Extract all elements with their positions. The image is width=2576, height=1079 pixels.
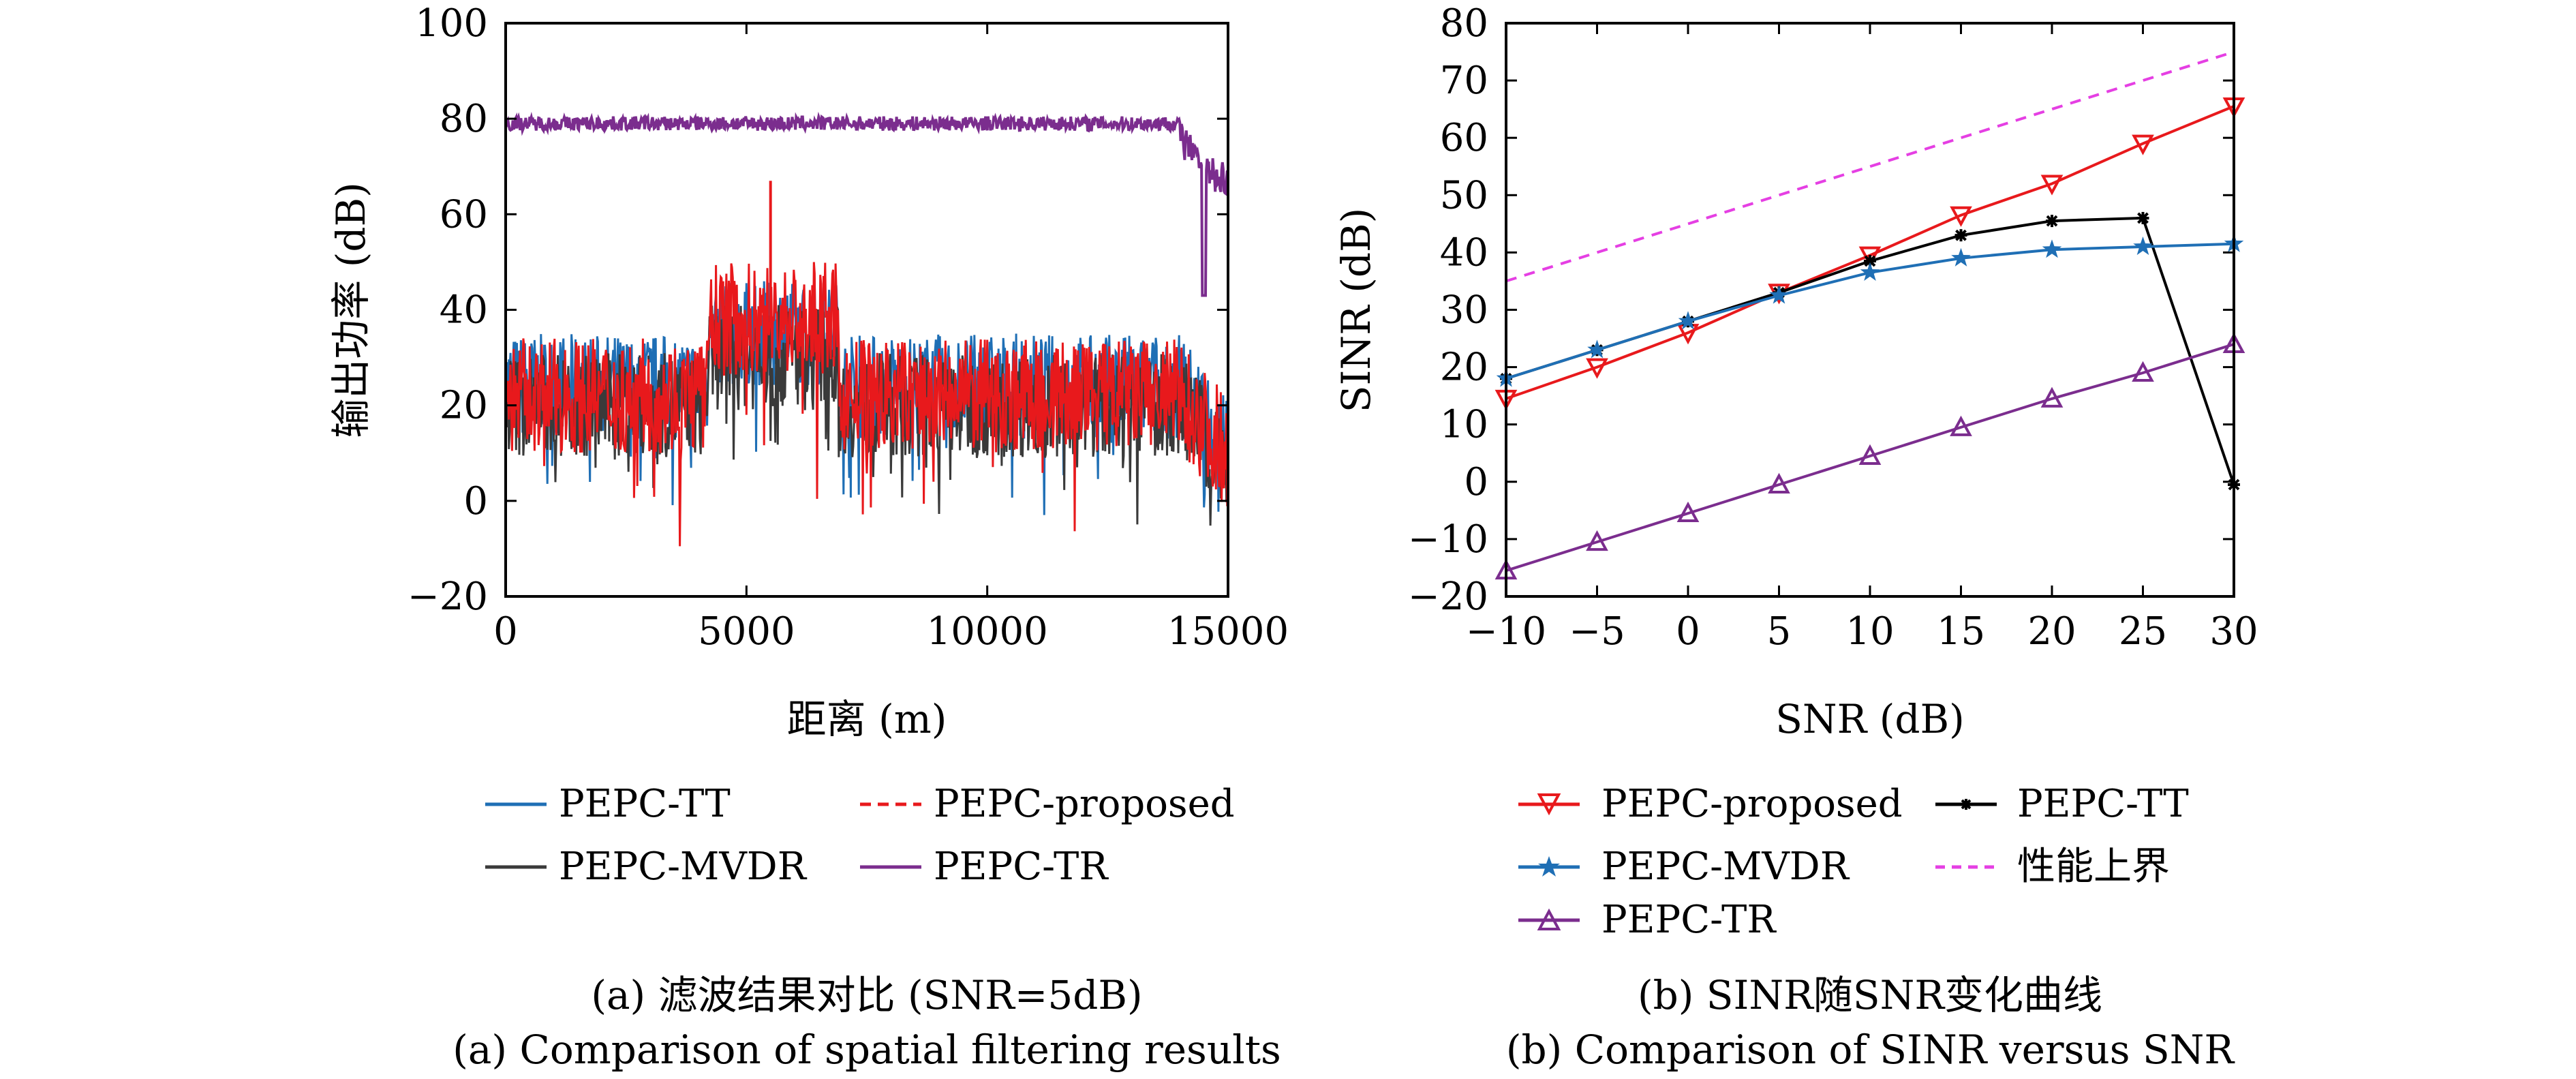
b-point-marker — [1769, 285, 1789, 304]
panel-b-xlabel: SNR (dB) — [1775, 696, 1965, 742]
b-x-tick-label: 0 — [1676, 609, 1700, 654]
legend-b-upper-bound-label: 性能上界 — [2017, 845, 2170, 889]
b-y-tick-label: 50 — [1440, 173, 1488, 217]
b-point-marker — [1951, 247, 1971, 267]
a-y-tick-label: 40 — [440, 288, 488, 333]
b-point-marker — [2042, 239, 2062, 258]
b-point-marker — [1950, 415, 1972, 436]
legend-b-pepc-proposed-marker — [1537, 793, 1561, 816]
a-y-tick-label: −20 — [408, 575, 488, 619]
b-point-marker — [2040, 386, 2064, 408]
a-y-tick-label: 100 — [415, 1, 488, 46]
b-y-tick-label: −20 — [1408, 575, 1488, 619]
panel-b-series — [1494, 50, 2245, 580]
b-y-tick-label: 10 — [1440, 403, 1488, 447]
panel-a-caption-en: (a) Comparison of spatial filtering resu… — [453, 1027, 1281, 1073]
panel-b-legend: PEPC-proposed PEPC-TT PEPC-MVDR 性能上界 PEP… — [1518, 782, 2189, 942]
a-y-tick-label: 80 — [440, 97, 488, 141]
a-y-tick-label: 20 — [440, 384, 488, 428]
b-y-tick-label: 20 — [1440, 346, 1488, 390]
panel-a-xlabel: 距离 (m) — [787, 696, 947, 742]
legend-b-pepc-mvdr-label: PEPC-MVDR — [1601, 845, 1850, 889]
b-x-tick-label: 10 — [1845, 609, 1894, 654]
b-y-tick-label: 40 — [1440, 230, 1488, 275]
legend-a-pepc-tr-label: PEPC-TR — [934, 845, 1109, 889]
b-x-tick-label: 25 — [2119, 609, 2167, 654]
b-y-tick-label: −10 — [1408, 517, 1488, 562]
b-y-tick-label: 30 — [1440, 288, 1488, 333]
legend-b-pepc-tr-label: PEPC-TR — [1601, 898, 1777, 942]
a-x-tick-label: 15000 — [1167, 609, 1289, 654]
legend-a-pepc-proposed-label: PEPC-proposed — [934, 782, 1235, 826]
panel-b-chart: −10 −5 0 5 10 15 20 25 30−20−1001020304050607080… — [1333, 1, 2258, 1073]
b-x-tick-label: 30 — [2209, 609, 2258, 654]
b-point-marker — [1954, 229, 1967, 242]
b-point-marker — [1676, 501, 1700, 523]
b-x-tick-label: 20 — [2027, 609, 2076, 654]
b-point-marker — [1768, 472, 1790, 494]
b-x-tick-label: 5 — [1767, 609, 1792, 654]
panel-a-caption-zh: (a) 滤波结果对比 (SNR=5dB) — [591, 972, 1142, 1018]
b-point-marker — [2136, 211, 2149, 224]
panel-b-caption-zh: (b) SINR随SNR变化曲线 — [1638, 972, 2102, 1018]
b-point-marker — [1950, 206, 1972, 227]
a-y-tick-label: 0 — [463, 479, 488, 523]
a-series-pepc-proposed — [504, 262, 1229, 547]
b-series-line — [1505, 343, 2235, 573]
b-point-marker — [2133, 237, 2153, 256]
b-x-tick-label: −5 — [1569, 609, 1625, 654]
b-point-marker — [1858, 444, 1882, 465]
b-y-tick-label: 80 — [1440, 1, 1488, 46]
a-series-pepc-tr — [504, 111, 1229, 297]
b-point-marker — [1864, 255, 1876, 268]
b-series-line — [1505, 105, 2235, 400]
b-y-tick-label: 70 — [1440, 59, 1488, 103]
b-point-marker — [2040, 174, 2064, 196]
legend-b-pepc-tt-marker — [1961, 799, 1972, 810]
panel-a-ylabel: 输出功率 (dB) — [328, 182, 374, 438]
b-point-marker — [2046, 215, 2058, 228]
b-x-tick-label: −10 — [1466, 609, 1546, 654]
panel-b-plot-frame — [1505, 22, 2235, 598]
b-point-marker — [1860, 262, 1880, 281]
panel-b-ylabel: SINR (dB) — [1333, 208, 1379, 413]
b-point-marker — [1587, 339, 1607, 359]
a-x-tick-label: 10000 — [927, 609, 1048, 654]
b-point-marker — [1586, 358, 1608, 379]
legend-b-pepc-mvdr-marker — [1538, 856, 1560, 877]
legend-a-pepc-tt-label: PEPC-TT — [559, 782, 731, 826]
legend-a-pepc-mvdr-label: PEPC-MVDR — [559, 845, 808, 889]
panel-a-series — [504, 111, 1229, 547]
b-point-marker — [1678, 311, 1698, 330]
panel-a-plot-frame — [504, 22, 1229, 598]
b-y-tick-label: 0 — [1464, 460, 1488, 504]
panel-a-legend: PEPC-TT PEPC-proposed PEPC-MVDR PEPC-TR — [485, 782, 1235, 889]
a-x-tick-label: 5000 — [698, 609, 795, 654]
legend-b-pepc-proposed-label: PEPC-proposed — [1601, 782, 1903, 826]
a-y-tick-label: 60 — [440, 192, 488, 237]
b-y-tick-label: 60 — [1440, 116, 1488, 160]
b-series-line — [1505, 50, 2235, 283]
b-x-tick-label: 15 — [1937, 609, 1985, 654]
b-point-marker — [2132, 361, 2154, 382]
legend-b-pepc-tr-marker — [1537, 908, 1561, 930]
legend-b-pepc-tt-label: PEPC-TT — [2017, 782, 2189, 826]
b-point-marker — [1586, 530, 1608, 551]
a-x-tick-label: 0 — [493, 609, 518, 654]
b-point-marker — [2132, 134, 2154, 155]
panel-b-caption-en: (b) Comparison of SINR versus SNR — [1506, 1027, 2236, 1073]
